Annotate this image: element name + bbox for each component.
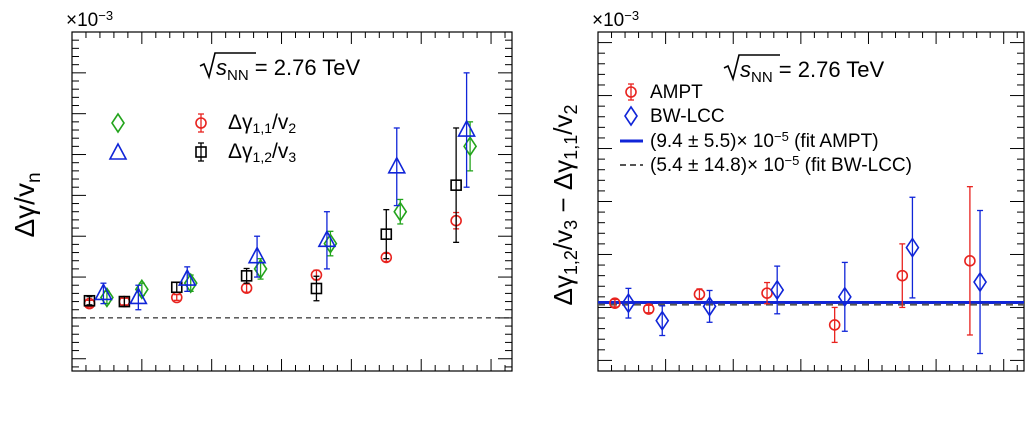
series-3 [94,72,476,311]
data-point [310,282,323,295]
data-point [94,282,113,301]
legend-label: Δγ1,1/v2 [228,111,296,136]
data-point [905,237,920,259]
y-axis-label-text: Δγ/vn [9,172,45,237]
y-axis-label-text-part: 1,1 [561,135,581,160]
data-point [973,271,988,293]
legend-label-part: (9.4 ± 5.5)× 10 [650,131,774,152]
data-point [609,297,621,310]
exponent-label-part: ×10 [592,10,624,31]
data-point [129,286,148,305]
energy-label-part: s [216,55,227,80]
legend-marker [108,142,128,160]
data-point [828,319,841,331]
data-point [896,269,909,282]
legend-label-part: (fit BW-LCC) [799,155,912,176]
data-point [247,245,267,264]
exponent-label: ×10−3 [592,8,639,31]
data-point [380,228,393,240]
collision-label: sNN = 2.76 TeV [199,52,361,84]
legend-marker [111,112,125,134]
exponent-label: ×10−3 [66,8,113,31]
legend-label: Δγ1,2/v3 [228,140,296,165]
data-point [240,270,253,282]
y-axis-label-left: Δγ/vn [9,172,45,237]
data-point [770,279,785,301]
legend-label-part: 2 [288,120,296,136]
energy-label: sNN = 2.76 TeV [216,55,361,84]
legend-label-part: 1,2 [253,149,273,165]
data-point [642,303,655,315]
legend-label-part: Δγ [228,140,253,163]
data-point [621,292,636,314]
y-axis-label-text-part: Δγ/v [9,183,40,237]
legend-label-part: (fit AMPT) [789,131,879,152]
data-point [118,295,131,308]
legend-label-part: −5 [774,129,789,144]
data-point [387,156,407,174]
legend-label-part: /v [272,111,289,134]
data-point [761,287,773,299]
y-axis-label-text: Δγ1,2/v3 − Δγ1,1/v2 [548,105,581,306]
legend-marker [195,117,207,129]
legend-marker [625,86,637,98]
data-point [317,229,337,248]
legend-label: (5.4 ± 14.8)× 10−5 (fit BW-LCC) [650,153,912,176]
plot-frame [71,31,513,372]
y-axis-label-text-part: 2 [561,105,581,115]
legend-label: AMPT [650,82,703,103]
legend-marker [195,146,207,158]
series-1 [83,127,462,308]
energy-label-part: = 2.76 TeV [773,57,885,82]
legend-label-part: Δγ [228,111,253,134]
energy-label-part: s [740,57,751,82]
energy-label-part: NN [227,67,249,84]
exponent-label-part: −3 [624,8,639,23]
legend-label-part: (5.4 ± 14.8)× 10 [650,155,785,176]
data-point [693,288,706,300]
legend-label-part: 1,1 [253,120,273,136]
data-point [702,295,717,317]
legend-label-part: AMPT [650,82,703,103]
energy-label: sNN = 2.76 TeV [740,57,885,86]
y-axis-label-text-part: /v [548,230,578,250]
y-axis-label-text-part: 1,2 [561,250,581,275]
collision-label: sNN = 2.76 TeV [723,54,885,86]
data-point [177,268,197,286]
exponent-label-part: −3 [98,8,113,23]
exponent-label-part: ×10 [66,10,98,31]
legend-label-part: 3 [288,149,296,165]
y-axis-label-text-part: − Δγ [548,160,578,220]
series-1 [621,196,988,355]
data-point [393,201,408,223]
y-axis-label-text-part: /v [548,115,578,135]
energy-label-part: = 2.76 TeV [249,55,361,80]
energy-label-part: NN [751,69,773,86]
data-point [457,119,476,137]
data-point [83,294,96,307]
legend-label-part: −5 [785,153,800,168]
legend-label-part: BW-LCC [650,106,725,127]
y-axis-label-text-part: 3 [561,220,581,230]
data-point [837,286,852,308]
y-axis-label-right: Δγ1,2/v3 − Δγ1,1/v2 [548,105,581,306]
y-axis-label-text-part: n [24,172,45,183]
series-0 [609,186,976,344]
legend-label-part: /v [272,140,289,163]
legend-label: (9.4 ± 5.5)× 10−5 (fit AMPT) [650,129,879,152]
sqrt-symbol [199,52,256,80]
legend-marker [624,105,638,127]
legend-label: BW-LCC [650,106,725,127]
data-point [655,310,670,332]
y-axis-label-text-part: Δγ [548,275,578,305]
sqrt-symbol [723,54,780,82]
data-point [450,179,462,191]
data-point [170,281,183,294]
data-point [964,255,976,267]
